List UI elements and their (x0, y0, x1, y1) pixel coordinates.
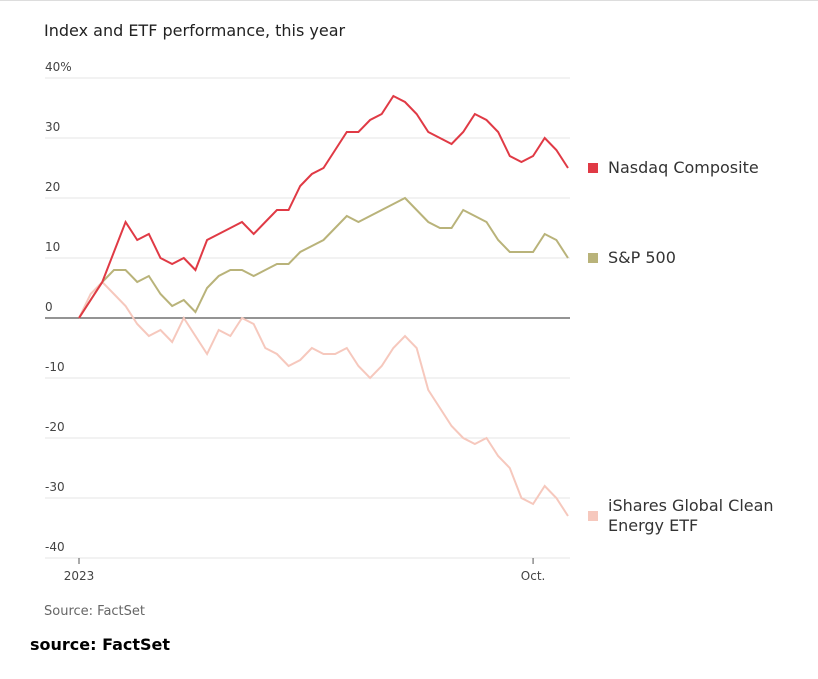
y-tick-label: 0 (45, 300, 53, 314)
y-tick-label: -40 (45, 540, 65, 554)
legend-swatch (588, 163, 598, 173)
y-tick-label: -30 (45, 480, 65, 494)
legend-label: iShares Global Clean Energy ETF (608, 496, 774, 535)
legend-label: S&P 500 (608, 248, 676, 267)
x-tick-label: 2023 (64, 569, 95, 583)
y-tick-label: 30 (45, 120, 60, 134)
series-line (78, 280, 569, 517)
legend-item: S&P 500 (608, 248, 676, 267)
caption: source: FactSet (30, 635, 170, 654)
y-tick-label: 20 (45, 180, 60, 194)
legend-label: Nasdaq Composite (608, 158, 759, 177)
series-line (78, 196, 569, 319)
series-line (78, 94, 569, 319)
y-tick-label: 10 (45, 240, 60, 254)
chart-title: Index and ETF performance, this year (44, 21, 346, 40)
legend-swatch (588, 253, 598, 263)
y-tick-label: -10 (45, 360, 65, 374)
legend-item: Nasdaq Composite (608, 158, 759, 177)
legend-swatch (588, 511, 598, 521)
y-tick-label: -20 (45, 420, 65, 434)
source: Source: FactSet (44, 604, 145, 619)
legend-item: iShares Global Clean Energy ETF (608, 496, 774, 535)
y-tick-label: 40% (45, 60, 72, 74)
x-tick-label: Oct. (521, 569, 546, 583)
